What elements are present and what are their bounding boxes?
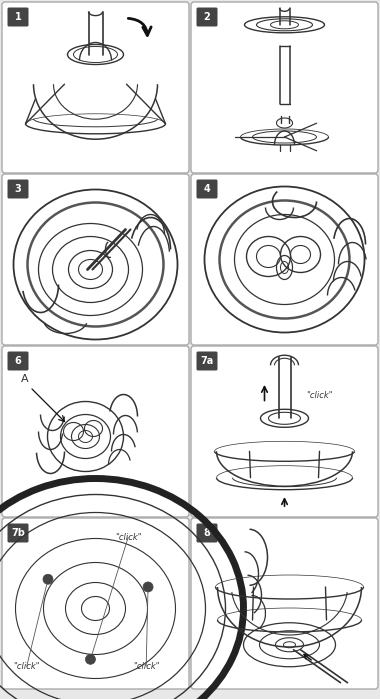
Text: "click": "click"	[115, 533, 141, 542]
FancyBboxPatch shape	[8, 8, 28, 27]
Text: 8: 8	[204, 528, 211, 538]
Text: "click": "click"	[133, 662, 160, 671]
FancyBboxPatch shape	[8, 352, 28, 370]
FancyBboxPatch shape	[2, 2, 189, 173]
Circle shape	[143, 582, 153, 592]
FancyBboxPatch shape	[196, 524, 217, 542]
FancyBboxPatch shape	[2, 346, 189, 517]
Text: 7a: 7a	[200, 356, 214, 366]
FancyBboxPatch shape	[2, 174, 189, 345]
Text: 7b: 7b	[11, 528, 25, 538]
FancyBboxPatch shape	[191, 346, 378, 517]
Text: "click": "click"	[13, 662, 40, 671]
Text: 6: 6	[14, 356, 21, 366]
Circle shape	[43, 575, 53, 584]
FancyBboxPatch shape	[191, 2, 378, 173]
FancyBboxPatch shape	[8, 180, 28, 199]
Text: 3: 3	[14, 184, 21, 194]
FancyBboxPatch shape	[196, 180, 217, 199]
Circle shape	[86, 654, 95, 664]
FancyBboxPatch shape	[191, 518, 378, 689]
FancyBboxPatch shape	[196, 8, 217, 27]
Text: 2: 2	[204, 12, 211, 22]
FancyBboxPatch shape	[196, 352, 217, 370]
FancyBboxPatch shape	[191, 174, 378, 345]
Text: A: A	[21, 374, 29, 384]
Text: 4: 4	[204, 184, 211, 194]
Text: 1: 1	[14, 12, 21, 22]
Text: "click": "click"	[306, 391, 333, 400]
FancyBboxPatch shape	[8, 524, 28, 542]
FancyBboxPatch shape	[2, 518, 189, 689]
